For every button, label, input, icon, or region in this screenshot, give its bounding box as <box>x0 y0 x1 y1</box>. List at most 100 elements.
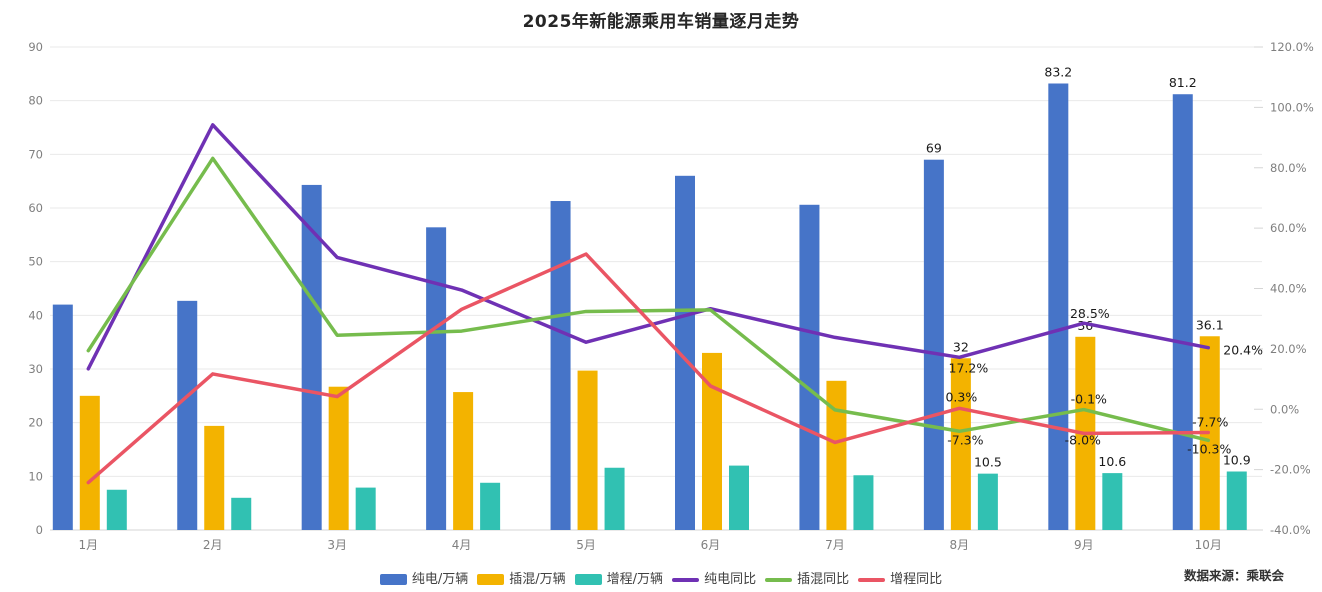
legend-label: 纯电同比 <box>704 572 757 587</box>
left-axis-tick-label: 90 <box>28 40 43 54</box>
line-value-label: 17.2% <box>949 360 989 375</box>
left-axis-tick-label: 60 <box>28 201 43 215</box>
x-axis-label: 2月 <box>203 538 223 552</box>
erev-bar[interactable] <box>231 497 252 530</box>
erev-bar[interactable] <box>355 487 376 530</box>
bar-value-label: 10.6 <box>1098 454 1126 469</box>
left-axis-tick-label: 80 <box>28 94 43 108</box>
legend-swatch-bev <box>379 574 407 585</box>
phev-bar[interactable] <box>950 358 971 530</box>
chart-title: 2025年新能源乘用车销量逐月走势 <box>522 12 800 32</box>
left-axis-tick-label: 10 <box>28 469 43 483</box>
bev-bar[interactable] <box>923 159 944 530</box>
left-axis-tick-label: 0 <box>36 523 43 537</box>
bev-bar[interactable] <box>426 227 447 530</box>
right-axis-tick-label: -40.0% <box>1270 523 1311 537</box>
phev-yoy-line[interactable] <box>86 156 1211 443</box>
bar-value-label: 81.2 <box>1169 75 1197 90</box>
phev-bar[interactable] <box>702 352 722 530</box>
phev-bar[interactable] <box>79 395 100 530</box>
erev-bar[interactable] <box>106 489 127 530</box>
phev-bar[interactable] <box>453 392 474 530</box>
phev-bar[interactable] <box>328 386 349 530</box>
x-axis-label: 1月 <box>78 538 98 552</box>
legend-label: 增程/万辆 <box>606 572 664 587</box>
right-axis-tick-label: 80.0% <box>1270 161 1307 175</box>
line-value-label: -0.1% <box>1071 392 1107 407</box>
line-value-label: -7.3% <box>947 432 983 447</box>
bev-yoy-line[interactable] <box>86 123 1211 371</box>
line-value-label: 28.5% <box>1070 306 1110 321</box>
left-axis-tick-label: 50 <box>28 255 43 269</box>
x-axis-label: 6月 <box>701 538 721 552</box>
line-value-label: -8.0% <box>1065 432 1101 447</box>
phev-bar[interactable] <box>826 380 847 530</box>
legend-label: 插混/万辆 <box>509 572 566 587</box>
bev-bar[interactable] <box>675 175 695 531</box>
bev-bar[interactable] <box>52 304 73 530</box>
line-value-label: -10.3% <box>1187 441 1231 456</box>
bev-bar[interactable] <box>1172 94 1193 530</box>
legend-item-phev-yoy[interactable]: 插混同比 <box>765 573 849 586</box>
bar-value-label: 36.1 <box>1196 317 1224 332</box>
right-axis-tick-label: 100.0% <box>1270 100 1314 114</box>
left-axis-tick-label: 20 <box>28 416 43 430</box>
legend-item-phev[interactable]: 插混/万辆 <box>477 572 566 587</box>
legend-item-erev-yoy[interactable]: 增程同比 <box>858 573 942 586</box>
erev-bar[interactable] <box>977 473 998 530</box>
right-axis-tick-label: 20.0% <box>1270 342 1307 356</box>
x-axis-label: 4月 <box>452 538 472 552</box>
legend-label: 纯电/万辆 <box>411 572 469 587</box>
left-axis-tick-label: 30 <box>28 362 43 376</box>
legend-swatch-bev-yoy <box>672 577 700 582</box>
x-axis-label: 8月 <box>950 538 970 552</box>
bev-bar[interactable] <box>1048 83 1069 530</box>
x-axis-label: 5月 <box>576 538 596 552</box>
legend-item-erev[interactable]: 增程/万辆 <box>574 572 664 587</box>
legend: 纯电/万辆 插混/万辆 增程/万辆 纯电同比 插混同比 增程同比 <box>0 573 1322 586</box>
data-source-note: 数据来源：乘联会 <box>1183 568 1284 583</box>
right-axis-tick-label: 120.0% <box>1270 40 1314 54</box>
bev-bar[interactable] <box>799 204 820 530</box>
bar-value-label: 32 <box>953 339 969 354</box>
x-axis-label: 3月 <box>327 538 347 552</box>
x-axis-label: 9月 <box>1074 538 1094 552</box>
legend-swatch-erev <box>574 574 602 585</box>
erev-bar[interactable] <box>729 465 749 530</box>
bar-value-label: 36 <box>1077 318 1093 333</box>
right-axis-tick-label: 40.0% <box>1270 282 1307 296</box>
legend-swatch-phev-yoy <box>765 577 793 582</box>
right-axis-tick-label: 60.0% <box>1270 221 1307 235</box>
bev-bar[interactable] <box>301 184 322 530</box>
bev-bar[interactable] <box>550 201 571 531</box>
x-axis-label: 10月 <box>1195 538 1222 552</box>
legend-item-bev[interactable]: 纯电/万辆 <box>379 572 469 587</box>
erev-bar[interactable] <box>604 467 625 530</box>
line-value-label: 20.4% <box>1223 343 1263 358</box>
right-axis-tick-label: -20.0% <box>1270 463 1311 477</box>
right-axis-tick-label: 0.0% <box>1270 402 1299 416</box>
phev-bar[interactable] <box>204 425 225 530</box>
legend-swatch-erev-yoy <box>858 577 886 582</box>
legend-item-bev-yoy[interactable]: 纯电同比 <box>672 573 756 586</box>
bar-value-label: 10.5 <box>974 455 1002 470</box>
legend-label: 增程同比 <box>890 572 943 587</box>
line-value-label: 0.3% <box>945 389 977 404</box>
left-axis-tick-label: 40 <box>28 308 43 322</box>
erev-bar[interactable] <box>480 482 501 530</box>
legend-swatch-phev <box>477 574 505 585</box>
erev-bar[interactable] <box>1226 471 1247 530</box>
bar-value-label: 10.9 <box>1223 453 1251 468</box>
x-axis-label: 7月 <box>825 538 845 552</box>
bar-value-label: 83.2 <box>1044 64 1072 79</box>
erev-bar[interactable] <box>853 475 874 530</box>
line-value-label: -7.7% <box>1192 414 1228 429</box>
erev-bar[interactable] <box>1102 473 1123 530</box>
bar-value-label: 69 <box>926 141 942 156</box>
erev-yoy-line[interactable] <box>86 252 1211 485</box>
legend-label: 插混同比 <box>797 572 850 587</box>
phev-bar[interactable] <box>577 370 598 530</box>
bev-bar[interactable] <box>177 300 198 530</box>
